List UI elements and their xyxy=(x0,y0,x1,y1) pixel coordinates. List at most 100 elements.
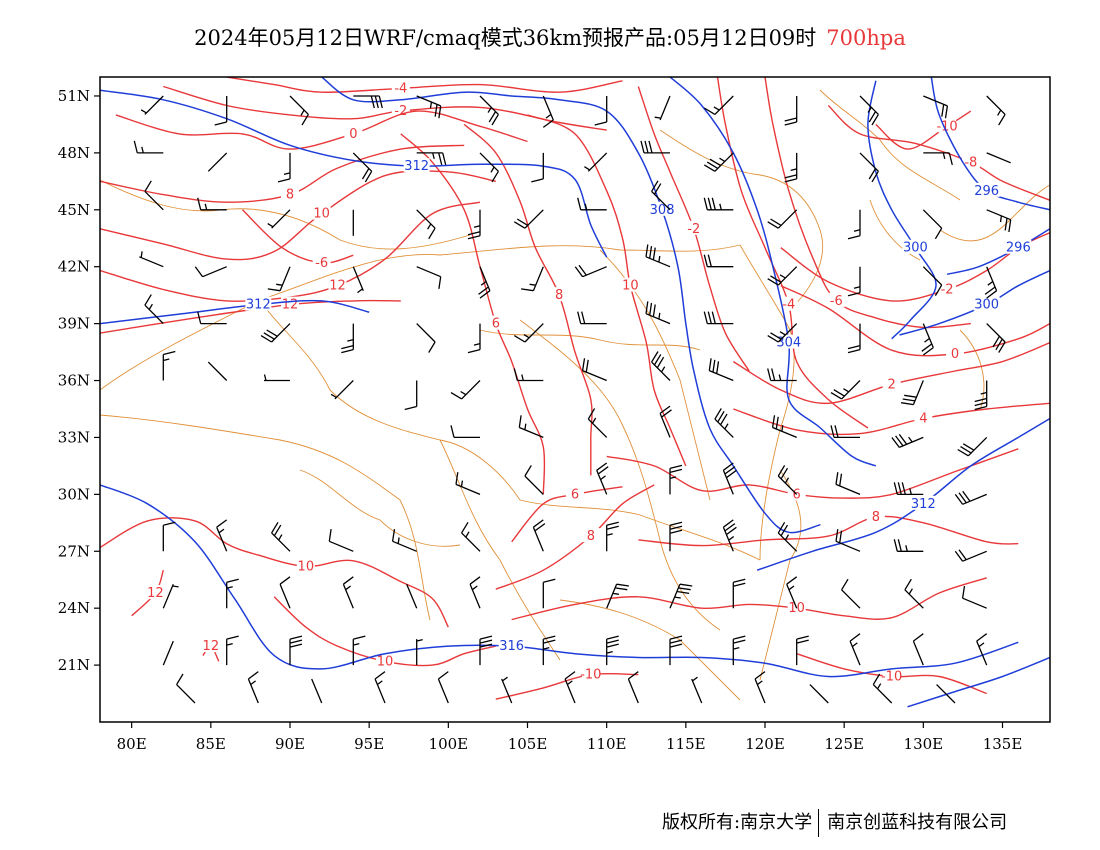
wind-barb xyxy=(645,301,671,325)
boundary-line-7 xyxy=(739,244,795,561)
wind-barb xyxy=(961,585,987,609)
wind-barb xyxy=(501,676,513,704)
longitude-tick-label: 130E xyxy=(904,735,944,753)
temperature-label-bg xyxy=(391,80,410,95)
boundary-line-8 xyxy=(659,129,824,311)
wind-barb xyxy=(267,266,291,292)
temperature-contour-label: 12 xyxy=(282,298,299,313)
wind-barb xyxy=(353,95,383,109)
wind-barb xyxy=(703,152,734,172)
longitude-tick-label: 95E xyxy=(354,735,384,753)
wind-barb xyxy=(587,408,608,438)
wind-barb xyxy=(450,380,481,400)
wind-barb xyxy=(859,95,879,126)
wind-barb xyxy=(416,152,447,166)
wind-barb xyxy=(524,465,544,495)
longitude-tick-label: 105E xyxy=(508,735,548,753)
temperature-contour-12 xyxy=(716,77,869,429)
wind-barb xyxy=(226,578,239,609)
boundary-line-16 xyxy=(869,199,921,261)
footer-divider xyxy=(818,809,820,837)
wind-barb xyxy=(596,462,609,495)
geopotential-contour-10 xyxy=(907,656,1050,708)
wind-barb xyxy=(513,368,544,382)
wind-barb xyxy=(976,633,988,666)
temperature-contour-2 xyxy=(115,110,528,150)
wind-barb xyxy=(352,635,366,666)
wind-barb xyxy=(207,361,228,381)
wind-barb xyxy=(691,676,703,704)
temperature-label-bg xyxy=(914,410,933,425)
temperature-label-bg xyxy=(312,205,331,220)
wind-barb xyxy=(581,358,607,382)
wind-barb xyxy=(849,633,861,666)
geopotential-label-bg xyxy=(649,201,676,216)
temperature-label-bg xyxy=(882,376,901,391)
wind-barb xyxy=(923,95,949,119)
temperature-contour-label: 4 xyxy=(919,411,927,426)
wind-barb xyxy=(784,96,798,126)
wind-barb xyxy=(936,684,956,704)
wind-barb xyxy=(922,266,943,297)
wind-barb xyxy=(627,671,639,704)
wind-barb xyxy=(139,251,164,268)
temperature-label-bg xyxy=(946,345,964,360)
wind-barb xyxy=(986,95,1006,126)
geopotential-contour-label: 296 xyxy=(974,184,999,199)
wind-barb xyxy=(467,323,481,354)
wind-barb xyxy=(162,350,176,381)
temperature-contour-21 xyxy=(638,515,1019,547)
wind-barb xyxy=(479,152,499,183)
wind-barb xyxy=(416,638,423,666)
wind-barb xyxy=(777,521,798,552)
wind-barb xyxy=(986,152,1011,164)
wind-barb xyxy=(374,671,386,704)
temperature-contour-22 xyxy=(511,577,987,621)
latitude-tick-label: 21N xyxy=(58,656,90,674)
temperature-contour-label: 10 xyxy=(788,601,805,616)
geopotential-contour-label: 308 xyxy=(650,203,675,218)
wind-barb xyxy=(872,673,893,704)
wind-barb xyxy=(352,152,373,183)
geopotential-label-bg xyxy=(910,495,937,510)
temperature-contour-label: 10 xyxy=(298,559,315,574)
wind-barb xyxy=(784,152,798,183)
wind-barb xyxy=(893,482,924,496)
wind-barb xyxy=(777,465,798,495)
wind-barb xyxy=(162,521,176,552)
geopotential-label-bg xyxy=(973,182,1000,197)
temperature-contour-17 xyxy=(780,285,1050,357)
geopotential-contour-5 xyxy=(930,77,1050,211)
wind-barb xyxy=(984,266,998,299)
wind-barb xyxy=(577,197,607,211)
wind-barb xyxy=(214,96,228,126)
longitude-tick-label: 120E xyxy=(745,735,785,753)
geopotential-label-bg xyxy=(902,239,929,254)
temperature-contour-label: -4 xyxy=(394,81,407,96)
longitude-tick-label: 85E xyxy=(196,735,226,753)
temperature-contour-25 xyxy=(100,517,449,628)
wind-barb xyxy=(796,635,809,666)
wind-barb xyxy=(786,576,798,609)
geopotential-label-bg xyxy=(498,638,525,653)
wind-barb xyxy=(703,197,734,211)
geopotential-label-bg xyxy=(403,158,430,173)
temperature-contour-label: 2 xyxy=(888,377,896,392)
wind-barb xyxy=(767,368,797,382)
wind-barb xyxy=(207,152,228,172)
wind-barb xyxy=(162,640,174,666)
wind-barb xyxy=(479,95,499,126)
wind-barb xyxy=(330,380,354,400)
wind-barb xyxy=(847,209,861,240)
company-text: 南京创蓝科技有限公司 xyxy=(827,812,1008,833)
temperature-contour-label: 0 xyxy=(951,347,959,362)
wind-barb xyxy=(954,549,987,562)
temperature-contour-29 xyxy=(495,672,639,700)
temperature-contour-15 xyxy=(875,110,972,150)
latitude-tick-label: 24N xyxy=(58,599,90,617)
wind-barb xyxy=(859,152,879,183)
wind-barb xyxy=(461,521,481,552)
temperature-label-bg xyxy=(581,666,600,681)
wind-barb xyxy=(279,576,291,609)
